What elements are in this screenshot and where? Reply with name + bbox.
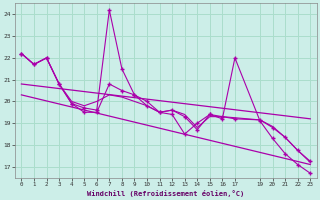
X-axis label: Windchill (Refroidissement éolien,°C): Windchill (Refroidissement éolien,°C) <box>87 190 244 197</box>
